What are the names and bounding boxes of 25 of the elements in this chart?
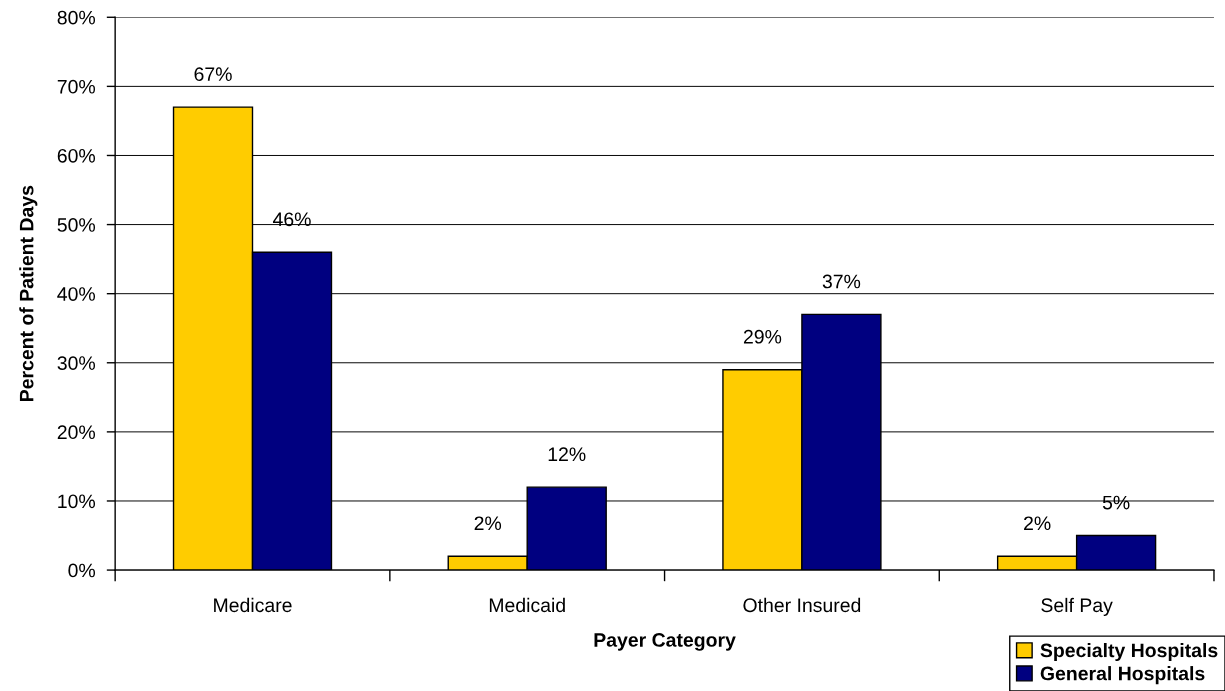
y-tick-label: 50% — [57, 218, 96, 232]
legend-label: Specialty Hospitals — [1040, 642, 1218, 662]
y-axis-title: Percent of Patient Days — [19, 185, 38, 401]
data-label: 5% — [1102, 495, 1130, 510]
y-tick-label: 80% — [57, 10, 96, 25]
x-tick-label: Other Insured — [743, 597, 861, 613]
data-label: 12% — [548, 447, 586, 462]
data-label: 2% — [474, 516, 502, 531]
y-tick-label: 40% — [57, 287, 96, 301]
x-axis-title: Payer Category — [594, 633, 736, 651]
y-tick-label: 0% — [68, 563, 96, 578]
x-tick-label: Self Pay — [1041, 597, 1113, 616]
data-label: 67% — [194, 67, 232, 82]
x-tick-label: Medicare — [214, 597, 292, 613]
data-label: 2% — [1024, 516, 1051, 531]
data-label: 37% — [822, 274, 861, 289]
y-tick-label: 30% — [57, 356, 96, 371]
y-tick-label: 10% — [58, 494, 96, 509]
data-label: 46% — [272, 212, 311, 227]
x-tick-label: Medicaid — [489, 597, 565, 613]
legend-label: General Hospitals — [1040, 666, 1205, 685]
y-tick-label: 60% — [57, 148, 96, 163]
data-label: 29% — [743, 329, 782, 344]
y-tick-label: 20% — [57, 425, 96, 440]
y-tick-label: 70% — [57, 79, 96, 94]
